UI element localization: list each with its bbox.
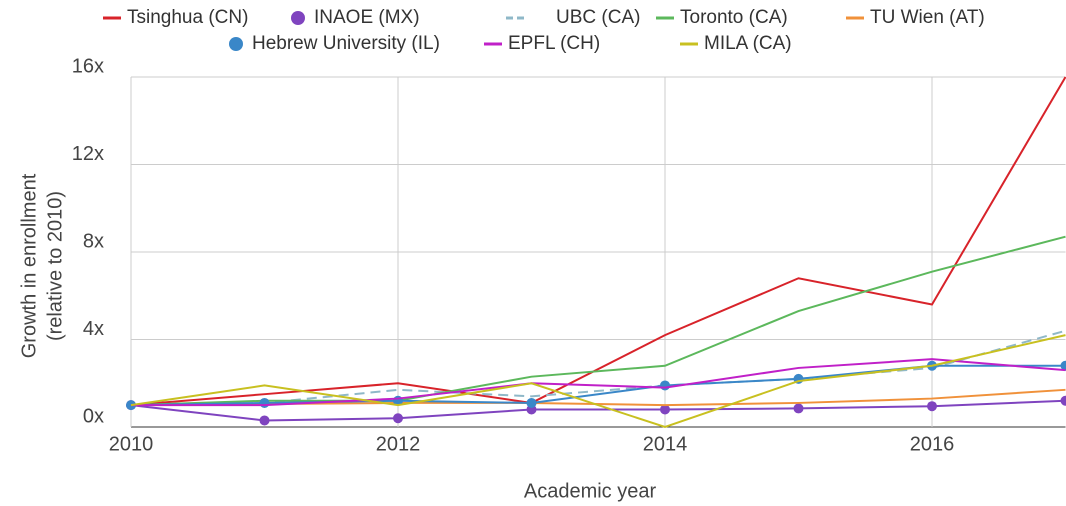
point [660, 404, 670, 415]
legend-label: EPFL (CH) [508, 33, 600, 54]
x-tick-label: 2010 [109, 433, 154, 455]
y-tick-label: 12x [72, 143, 104, 165]
legend-label: MILA (CA) [704, 33, 792, 54]
point [526, 397, 537, 408]
series-line [131, 358, 1066, 407]
point [259, 397, 270, 408]
y-tick-label: 4x [83, 318, 104, 340]
y-tick-label: 0x [83, 405, 104, 427]
y-tick-label: 16x [72, 55, 104, 77]
series-line [130, 399, 1066, 422]
legend-icon [291, 11, 305, 25]
legend-label: UBC (CA) [556, 7, 640, 28]
legend-label: INAOE (MX) [314, 7, 420, 28]
point [1060, 395, 1066, 406]
legend-label: TU Wien (AT) [870, 7, 985, 28]
plot-area [126, 76, 1066, 429]
x-tick-label: 2012 [376, 433, 421, 455]
point [660, 380, 670, 391]
x-axis-label: Academic year [524, 480, 657, 502]
legend-icon [229, 37, 243, 51]
series-line [130, 334, 1066, 429]
legend-label: Hebrew University (IL) [252, 33, 440, 54]
y-axis-label: (relative to 2010) [44, 191, 66, 341]
point [793, 403, 804, 414]
x-tick-label: 2014 [643, 433, 688, 455]
x-tick-label: 2016 [910, 433, 955, 455]
y-axis-label: Growth in enrollment [18, 173, 40, 358]
series-line [130, 235, 1066, 407]
point [259, 415, 270, 426]
point [1060, 360, 1066, 371]
legend-label: Tsinghua (CN) [127, 7, 248, 28]
series-line [130, 76, 1066, 407]
legend-label: Toronto (CA) [680, 7, 788, 28]
series-line [130, 329, 1066, 407]
point [393, 413, 403, 424]
y-tick-label: 8x [83, 230, 104, 252]
point [927, 401, 937, 412]
